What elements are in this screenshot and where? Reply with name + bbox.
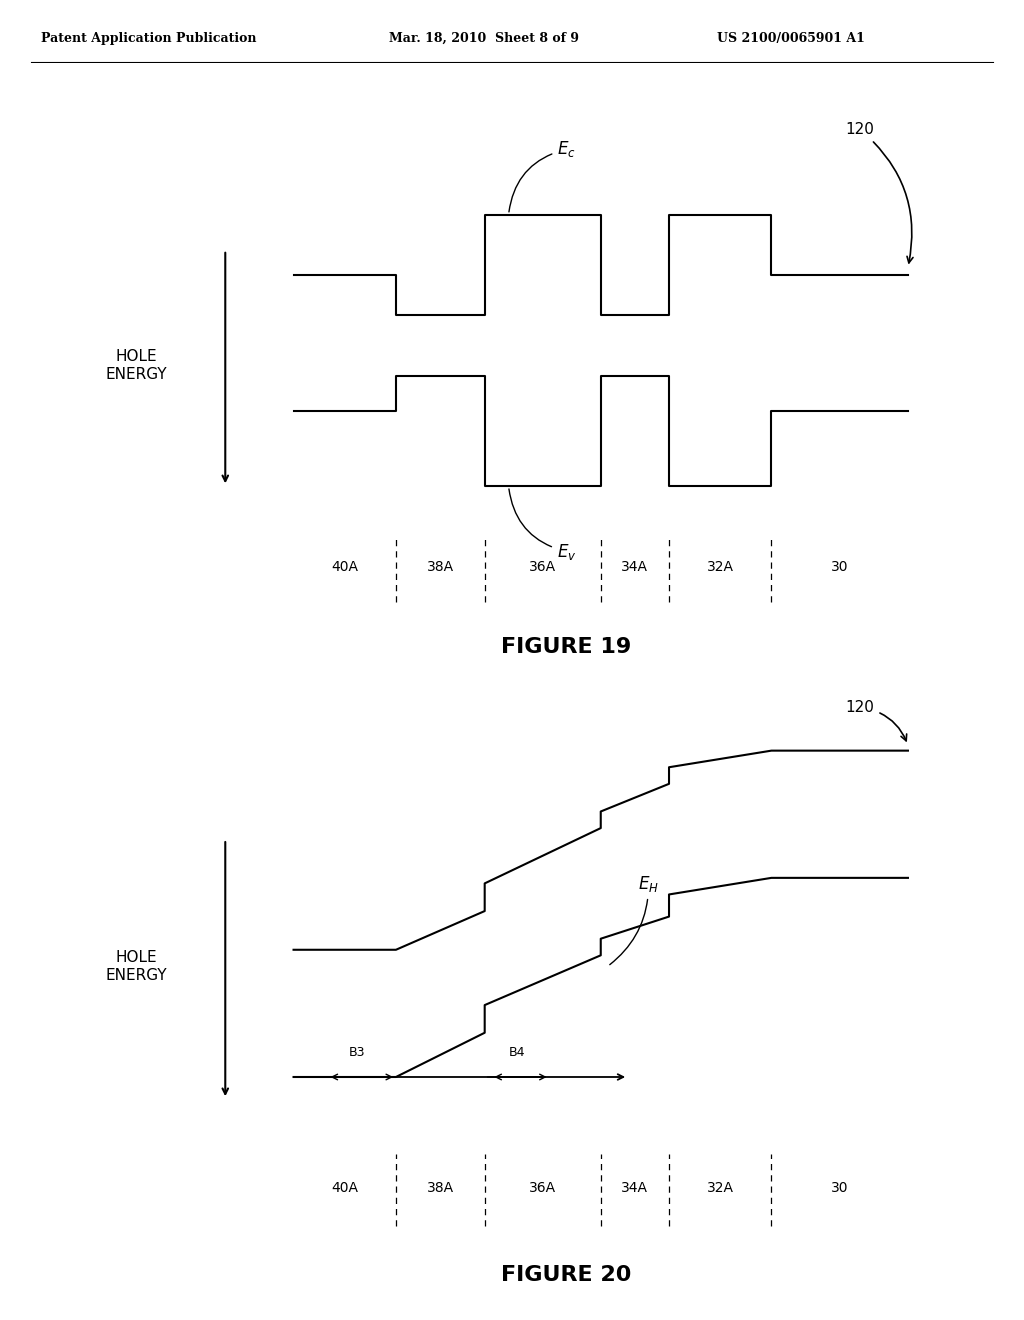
Text: 38A: 38A bbox=[427, 1180, 454, 1195]
Text: 32A: 32A bbox=[707, 560, 734, 574]
Text: 32A: 32A bbox=[707, 1180, 734, 1195]
Text: 34A: 34A bbox=[622, 1180, 648, 1195]
Text: B3: B3 bbox=[348, 1045, 365, 1059]
Text: $E_H$: $E_H$ bbox=[609, 874, 659, 965]
Text: B4: B4 bbox=[509, 1045, 525, 1059]
Text: 36A: 36A bbox=[529, 560, 556, 574]
Text: Patent Application Publication: Patent Application Publication bbox=[41, 32, 256, 45]
Text: 120: 120 bbox=[846, 700, 906, 741]
Text: 40A: 40A bbox=[331, 560, 358, 574]
Text: $E_v$: $E_v$ bbox=[509, 488, 577, 561]
Text: 30: 30 bbox=[830, 1180, 849, 1195]
Text: 40A: 40A bbox=[331, 1180, 358, 1195]
Text: US 2100/0065901 A1: US 2100/0065901 A1 bbox=[717, 32, 864, 45]
Text: 38A: 38A bbox=[427, 560, 454, 574]
Text: FIGURE 19: FIGURE 19 bbox=[502, 638, 632, 657]
Text: HOLE
ENERGY: HOLE ENERGY bbox=[105, 950, 167, 982]
Text: FIGURE 20: FIGURE 20 bbox=[502, 1265, 632, 1286]
Text: 36A: 36A bbox=[529, 1180, 556, 1195]
Text: 30: 30 bbox=[830, 560, 849, 574]
Text: 120: 120 bbox=[846, 123, 913, 263]
Text: 34A: 34A bbox=[622, 560, 648, 574]
Text: $E_c$: $E_c$ bbox=[509, 140, 575, 213]
Text: Mar. 18, 2010  Sheet 8 of 9: Mar. 18, 2010 Sheet 8 of 9 bbox=[389, 32, 580, 45]
Text: HOLE
ENERGY: HOLE ENERGY bbox=[105, 350, 167, 381]
